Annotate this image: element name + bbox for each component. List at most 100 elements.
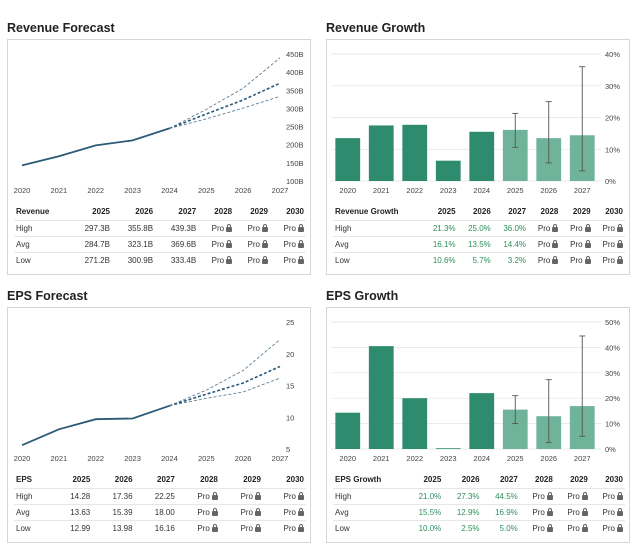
- lock-icon: [254, 523, 261, 532]
- pro-label: Pro: [247, 223, 260, 233]
- x-tick-label: 2025: [507, 186, 524, 195]
- pro-locked-cell[interactable]: Pro: [198, 219, 235, 236]
- pro-locked-cell[interactable]: Pro: [219, 503, 263, 520]
- pro-locked-cell[interactable]: Pro: [270, 219, 306, 236]
- x-tick-label: 2025: [198, 454, 215, 463]
- table-row: Low 10.0% 2.5% 5.0% Pro Pro Pro: [333, 519, 625, 536]
- pro-locked-cell[interactable]: Pro: [519, 519, 555, 536]
- lock-icon: [584, 255, 591, 264]
- pro-label: Pro: [570, 239, 583, 249]
- pro-locked-cell[interactable]: Pro: [234, 235, 270, 252]
- pro-locked-cell[interactable]: Pro: [176, 503, 220, 520]
- lock-icon: [581, 523, 588, 532]
- pro-locked-cell[interactable]: Pro: [560, 235, 593, 252]
- pro-locked-cell[interactable]: Pro: [560, 219, 593, 236]
- lock-icon: [211, 523, 218, 532]
- pro-locked-cell[interactable]: Pro: [592, 219, 625, 236]
- pro-locked-cell[interactable]: Pro: [262, 519, 306, 536]
- cell-value: 3.2%: [492, 251, 529, 268]
- bar-2022: [402, 124, 428, 181]
- pro-locked-cell[interactable]: Pro: [560, 251, 593, 268]
- bar-2021: [368, 125, 394, 181]
- pro-locked-cell[interactable]: Pro: [589, 519, 625, 536]
- table-row: Avg 15.5% 12.9% 16.9% Pro Pro Pro: [333, 503, 625, 520]
- pro-locked-cell[interactable]: Pro: [519, 487, 555, 504]
- pro-locked-cell[interactable]: Pro: [528, 251, 561, 268]
- pro-locked-cell[interactable]: Pro: [589, 503, 625, 520]
- pro-label: Pro: [283, 491, 296, 501]
- pro-locked-cell[interactable]: Pro: [554, 503, 590, 520]
- x-tick-label: 2026: [540, 454, 557, 463]
- x-tick-label: 2022: [406, 186, 423, 195]
- cell-value: 22.25: [134, 487, 177, 504]
- pro-locked-cell[interactable]: Pro: [198, 251, 235, 268]
- lock-icon: [226, 239, 233, 248]
- year-header: 2027: [499, 475, 518, 485]
- x-tick-label: 2020: [14, 454, 31, 463]
- lock-icon: [617, 491, 623, 500]
- x-tick-label: 2025: [507, 454, 524, 463]
- table-row: Avg 16.1% 13.5% 14.4% Pro Pro Pro: [333, 235, 625, 252]
- table-row: High 14.28 17.36 22.25 Pro Pro Pro: [14, 487, 306, 504]
- pro-locked-cell[interactable]: Pro: [176, 519, 220, 536]
- actual-series-line: [21, 404, 170, 447]
- row-label: Low: [14, 519, 50, 536]
- cell-value: 271.2B: [68, 251, 112, 268]
- pro-locked-cell[interactable]: Pro: [234, 251, 270, 268]
- cell-value: 355.8B: [111, 219, 156, 236]
- pro-locked-cell[interactable]: Pro: [262, 487, 306, 504]
- row-label: Low: [333, 519, 406, 536]
- pro-locked-cell[interactable]: Pro: [592, 235, 625, 252]
- bar-2024: [469, 131, 495, 181]
- pro-locked-cell[interactable]: Pro: [262, 503, 306, 520]
- lock-icon: [617, 239, 623, 248]
- y-tick-label: 10: [286, 413, 294, 422]
- pro-locked-cell[interactable]: Pro: [219, 487, 263, 504]
- pro-label: Pro: [602, 239, 615, 249]
- y-tick-label: 0%: [605, 445, 616, 454]
- year-header: 2027: [508, 207, 527, 217]
- pro-locked-cell[interactable]: Pro: [554, 487, 590, 504]
- cell-value: 16.9%: [481, 503, 520, 520]
- table-row: Low 12.99 13.98 16.16 Pro Pro Pro: [14, 519, 306, 536]
- bar-2023: [435, 448, 461, 450]
- year-header: 2025: [72, 475, 91, 485]
- x-tick-label: 2020: [14, 186, 31, 195]
- cell-value: 21.3%: [422, 219, 458, 236]
- pro-locked-cell[interactable]: Pro: [270, 251, 306, 268]
- lock-icon: [226, 223, 233, 232]
- pro-label: Pro: [283, 507, 296, 517]
- table-row: Avg 284.7B 323.1B 369.6B Pro Pro Pro: [14, 235, 306, 252]
- table-header-row: EPS 2025 2026 2027 2028 2029 2030: [14, 472, 306, 488]
- x-tick-label: 2023: [440, 186, 457, 195]
- pro-label: Pro: [211, 239, 225, 249]
- pro-locked-cell[interactable]: Pro: [554, 519, 590, 536]
- pro-label: Pro: [247, 255, 260, 265]
- pro-locked-cell[interactable]: Pro: [270, 235, 306, 252]
- year-header: 2026: [135, 207, 154, 217]
- x-tick-label: 2020: [339, 454, 356, 463]
- pro-locked-cell[interactable]: Pro: [234, 219, 270, 236]
- pro-label: Pro: [567, 523, 580, 533]
- pro-locked-cell[interactable]: Pro: [176, 487, 220, 504]
- pro-locked-cell[interactable]: Pro: [219, 519, 263, 536]
- y-tick-label: 20%: [605, 114, 620, 123]
- pro-locked-cell[interactable]: Pro: [528, 219, 561, 236]
- cell-value: 10.0%: [405, 519, 444, 536]
- year-header: 2030: [605, 207, 623, 217]
- pro-locked-cell[interactable]: Pro: [519, 503, 555, 520]
- pro-locked-cell[interactable]: Pro: [198, 235, 235, 252]
- bar-2021: [368, 346, 394, 449]
- y-tick-label: 50%: [605, 318, 620, 327]
- lock-icon: [211, 491, 218, 500]
- lock-icon: [262, 255, 268, 264]
- forecast-low-line: [169, 95, 281, 129]
- pro-locked-cell[interactable]: Pro: [528, 235, 561, 252]
- x-tick-label: 2023: [440, 454, 457, 463]
- y-tick-label: 200B: [286, 141, 304, 150]
- pro-locked-cell[interactable]: Pro: [589, 487, 625, 504]
- lock-icon: [298, 523, 304, 532]
- cell-value: 27.3%: [443, 487, 482, 504]
- pro-locked-cell[interactable]: Pro: [592, 251, 625, 268]
